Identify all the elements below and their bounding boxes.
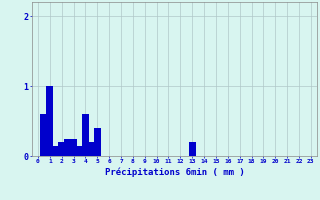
Bar xyxy=(46,86,53,156)
Bar xyxy=(70,138,77,156)
Bar xyxy=(88,142,95,156)
Bar xyxy=(64,138,71,156)
Bar xyxy=(94,128,101,156)
Bar xyxy=(58,142,65,156)
Bar xyxy=(52,146,59,156)
Bar xyxy=(76,146,83,156)
Bar xyxy=(40,114,47,156)
X-axis label: Précipitations 6min ( mm ): Précipitations 6min ( mm ) xyxy=(105,167,244,177)
Bar xyxy=(82,114,89,156)
Bar xyxy=(189,142,196,156)
